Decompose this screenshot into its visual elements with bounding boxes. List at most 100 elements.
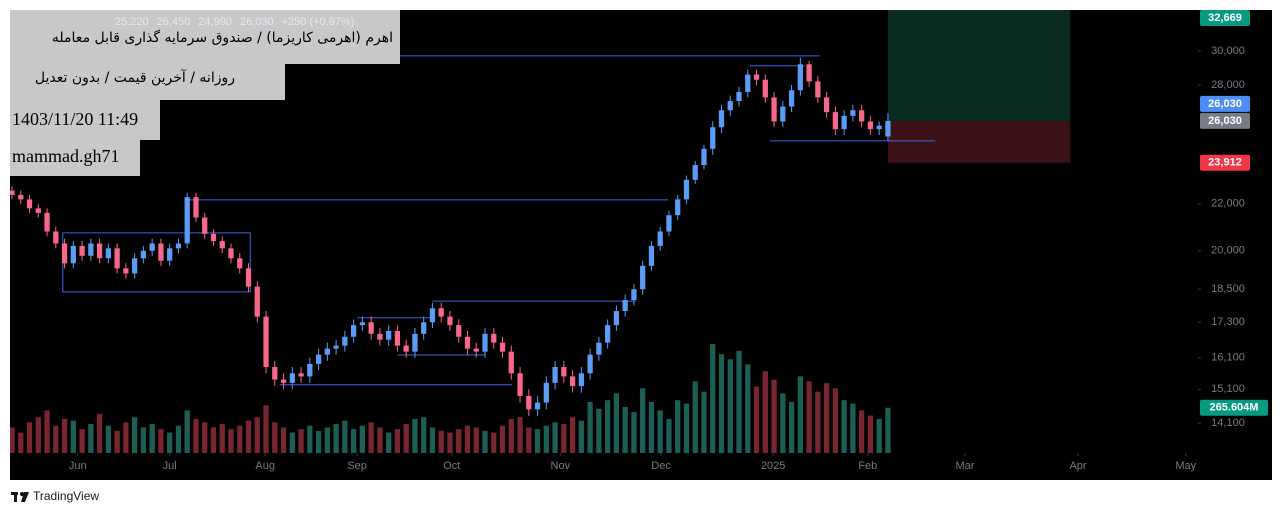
target-label: 32,669 <box>1208 12 1242 24</box>
volume-bar <box>228 429 234 453</box>
chart-title: اهرم (اهرمی کاریزما) / صندوق سرمایه گذار… <box>52 29 393 46</box>
x-tick-label: Jul <box>163 460 177 472</box>
volume-bar <box>815 391 821 453</box>
candle-body <box>105 248 111 259</box>
volume-bar <box>245 420 252 453</box>
volume-bar <box>438 430 444 453</box>
volume-bar <box>96 413 103 453</box>
candle-body <box>315 354 322 364</box>
candle-body <box>123 268 129 274</box>
candle-body <box>307 363 313 377</box>
candle-body <box>832 112 838 130</box>
volume-bar <box>18 432 24 453</box>
volume-bar <box>640 388 646 453</box>
candle-body <box>263 316 269 367</box>
candle-body <box>491 333 497 343</box>
candle-body <box>569 376 576 387</box>
author: mammad.gh71 <box>12 146 119 166</box>
volume-bar <box>333 424 339 453</box>
volume-bar <box>762 371 768 453</box>
candle-body <box>788 90 795 107</box>
x-tick-label: May <box>1175 460 1196 472</box>
candle-body <box>114 248 120 269</box>
axes: 14,100 15,100 16,100 17,300 18,500 20,000 22,0… <box>69 10 1268 472</box>
volume-bar <box>114 430 120 453</box>
candle-body <box>613 311 620 326</box>
candle-body <box>202 217 208 234</box>
candle-body <box>394 330 401 346</box>
volume-bar <box>692 381 698 453</box>
stop-label: 23,912 <box>1208 157 1242 169</box>
volume-bar <box>780 393 786 453</box>
entry-label-box <box>1200 112 1250 129</box>
y-tick-label: 18,500 <box>1211 283 1245 295</box>
candle-body <box>727 101 733 111</box>
candle-body <box>88 243 94 256</box>
volume-bar <box>771 379 777 453</box>
x-tick-label: Dec <box>651 460 671 472</box>
candle-body <box>438 308 444 317</box>
volume-bar <box>797 376 803 453</box>
volume-bar <box>403 424 409 453</box>
volume-bar <box>377 427 383 453</box>
volume-bar <box>70 420 76 453</box>
volume-bar <box>657 410 663 453</box>
volume-bar <box>254 417 260 453</box>
volume-bar <box>53 425 59 453</box>
volume-bar <box>753 386 760 453</box>
ohlc-value: 26,450 <box>157 16 191 28</box>
volume-bar <box>859 410 865 453</box>
position-target-zone <box>887 10 1071 121</box>
candle-body <box>701 148 707 166</box>
volume-bar <box>210 427 217 453</box>
volume-bar <box>648 401 655 453</box>
candle-body <box>464 336 471 349</box>
candle-body <box>675 199 681 216</box>
volume-bar <box>823 383 830 453</box>
chart-subtitle: روزانه / آخرین قیمت / بدون تعدیل <box>35 69 235 86</box>
volume-bar <box>473 427 479 453</box>
volume-bar <box>429 427 436 453</box>
candle-body <box>473 348 479 352</box>
last-price-label-box <box>1200 95 1250 112</box>
stop-label-box <box>1200 154 1250 171</box>
last-price-label: 26,030 <box>1208 98 1242 110</box>
volume-bar <box>289 432 295 453</box>
volume-bar <box>132 417 138 453</box>
position-stop-zone <box>887 120 1071 163</box>
volume-bar <box>806 381 812 453</box>
candle-body <box>683 179 690 200</box>
volume-bar <box>832 388 838 453</box>
logo-part <box>21 492 29 502</box>
volume-bar <box>263 405 269 453</box>
candle-body <box>342 336 348 346</box>
volume-bar <box>105 425 111 453</box>
candle-body <box>753 74 760 80</box>
volume-bar <box>683 403 690 453</box>
candle-body <box>175 243 182 249</box>
volume-bar <box>718 354 725 453</box>
candle-body <box>587 354 593 374</box>
volume-bar <box>219 424 225 453</box>
candle-body <box>26 199 33 209</box>
candle-body <box>18 194 24 200</box>
candle-body <box>184 197 190 244</box>
candle-body <box>324 348 330 355</box>
volume-bar <box>491 432 497 453</box>
candle-body <box>167 248 173 261</box>
volume-bar <box>745 364 751 453</box>
candle-body <box>850 110 856 116</box>
volume-bar <box>167 432 173 453</box>
candle-body <box>96 243 103 259</box>
candle-body <box>806 64 812 82</box>
candle-body <box>622 300 628 312</box>
ohlc-value: 26,030 <box>240 16 274 28</box>
candle-body <box>499 342 506 352</box>
author-box <box>10 140 140 176</box>
candle-body <box>333 345 339 349</box>
candle-body <box>780 106 786 122</box>
candle-body <box>132 258 138 274</box>
candle-body <box>534 402 541 410</box>
candle-body <box>885 120 891 137</box>
volume-bar <box>543 425 549 453</box>
